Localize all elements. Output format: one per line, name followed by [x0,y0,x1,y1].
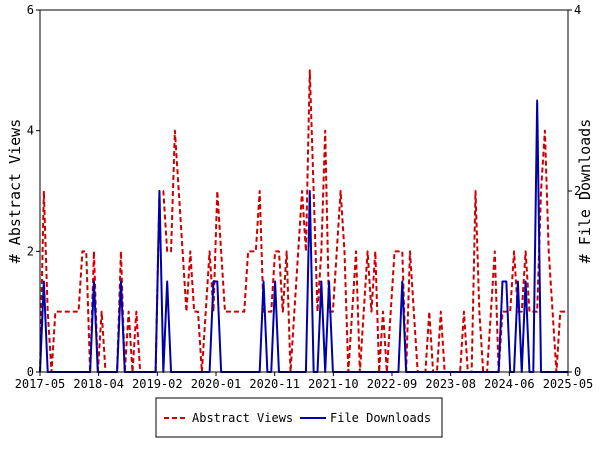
y-axis-left-label: # Abstract Views [6,119,24,264]
x-tick-label: 2020-11 [249,377,300,391]
x-tick-label: 2020-01 [191,377,242,391]
y-left-tick-label: 6 [27,3,34,17]
series-line-abstract-views [39,69,568,373]
x-tick-label: 2019-02 [132,377,183,391]
y-axis-right-label: # File Downloads [576,119,594,264]
x-tick-label: 2022-09 [367,377,418,391]
y-left-tick-label: 4 [27,124,34,138]
y-left-tick-label: 2 [27,244,34,258]
y-right-tick-label: 0 [574,365,581,379]
x-tick-label: 2017-05 [15,377,66,391]
x-tick-label: 2025-05 [543,377,594,391]
x-tick-label: 2018-04 [73,377,124,391]
legend-box [155,397,443,438]
y-left-tick-label: 0 [27,365,34,379]
legend: Abstract Views File Downloads [155,397,443,438]
legend-label-abstract-views: Abstract Views [192,411,293,425]
legend-label-file-downloads: File Downloads [330,411,431,425]
y-right-tick-label: 4 [574,3,581,17]
x-tick-label: 2023-08 [425,377,476,391]
x-tick-label: 2024-06 [484,377,535,391]
y-right-tick-label: 2 [574,184,581,198]
x-tick-label: 2021-10 [308,377,359,391]
